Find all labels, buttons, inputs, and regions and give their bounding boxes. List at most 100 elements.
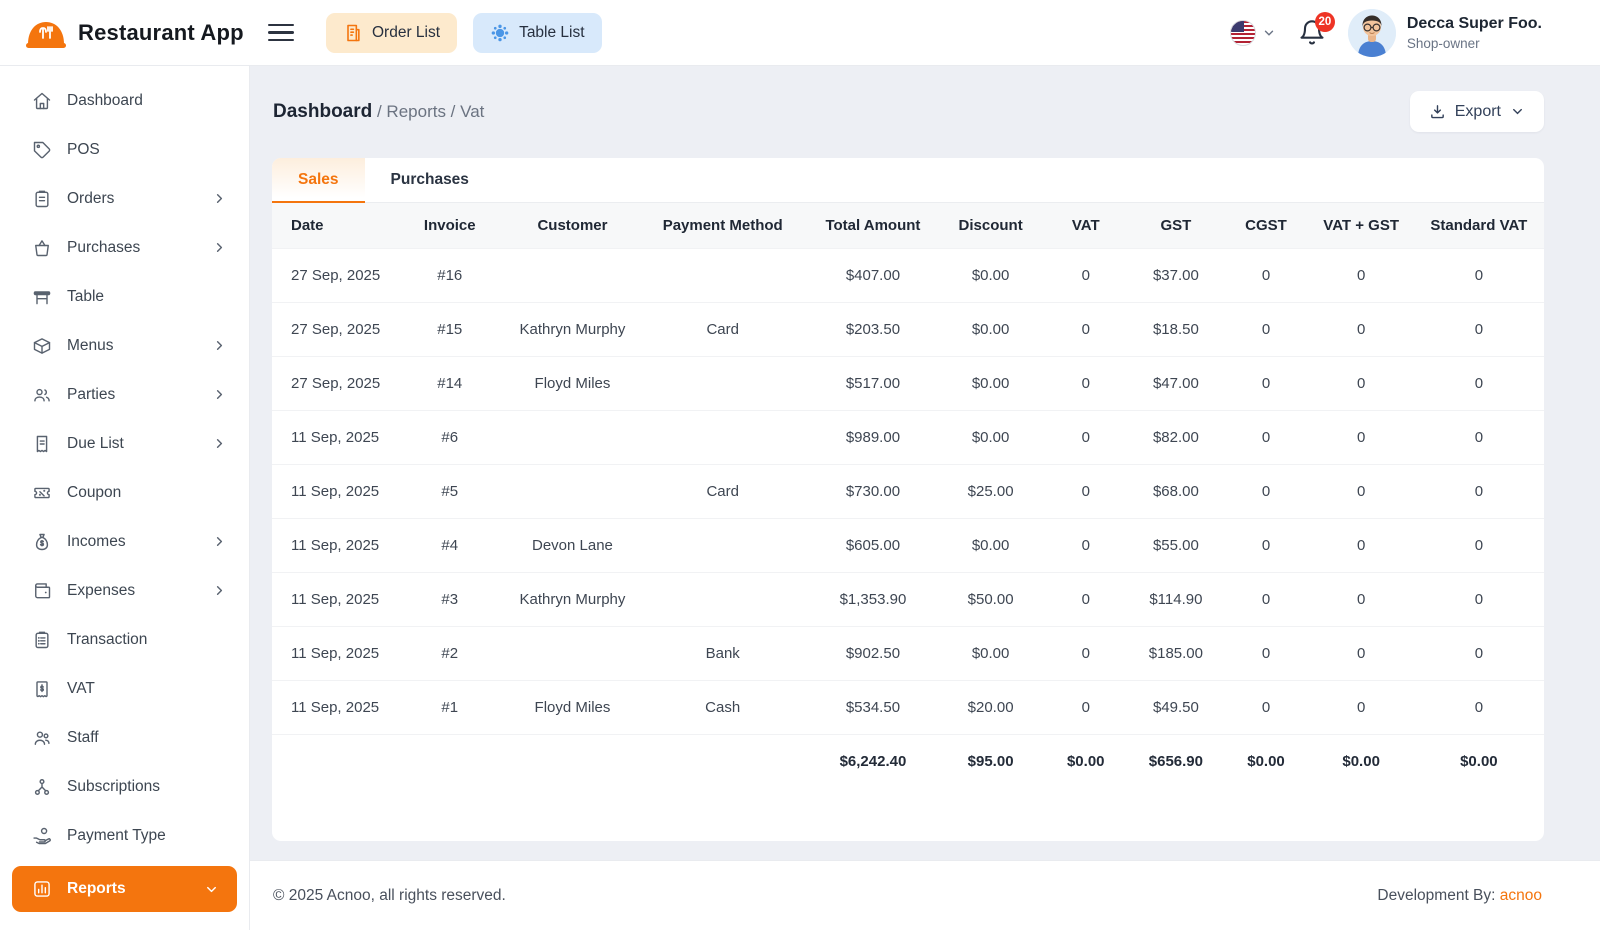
clipboard-list-icon — [32, 630, 52, 650]
sidebar-item-purchases[interactable]: Purchases — [0, 223, 249, 272]
table-row: 11 Sep, 2025 #6 $989.00 $0.00 0 $82.00 0 0 0 — [272, 409, 1544, 464]
column-header: CGST — [1223, 203, 1309, 248]
sidebar-item-parties[interactable]: Parties — [0, 370, 249, 419]
tab-purchases[interactable]: Purchases — [390, 171, 469, 188]
bell-icon — [1300, 19, 1324, 44]
table-cell: #16 — [392, 247, 508, 302]
basket-icon — [32, 238, 52, 258]
table-icon — [32, 287, 52, 307]
table-cell: Kathryn Murphy — [507, 301, 638, 356]
sidebar-item-label: Payment Type — [67, 826, 166, 844]
breadcrumb-reports[interactable]: Reports — [386, 101, 446, 121]
users-icon — [32, 385, 52, 405]
receipt-dollar-icon — [32, 679, 52, 699]
column-header: Customer — [507, 203, 638, 248]
sidebar-toggle-icon[interactable] — [268, 21, 298, 45]
table-cell: 0 — [1413, 517, 1544, 572]
report-tabs: Sales Purchases — [272, 158, 1544, 203]
table-cell: $185.00 — [1128, 625, 1224, 680]
table-cell: $0.00 — [938, 409, 1044, 464]
table-row: 27 Sep, 2025 #16 $407.00 $0.00 0 $37.00 0 0 0 — [272, 247, 1544, 302]
table-cell: 0 — [1413, 247, 1544, 302]
breadcrumb-dashboard[interactable]: Dashboard — [273, 100, 373, 122]
sidebar-item-orders[interactable]: Orders — [0, 174, 249, 223]
table-cell: 0 — [1308, 571, 1414, 626]
notifications-button[interactable]: 20 — [1298, 11, 1335, 47]
chevron-right-icon — [212, 583, 227, 598]
sidebar-item-label: Expenses — [67, 581, 136, 599]
table-cell: 0 — [1413, 679, 1544, 734]
notification-count-badge: 20 — [1314, 11, 1335, 32]
chevron-down-icon — [1264, 30, 1274, 36]
table-cell: Kathryn Murphy — [507, 571, 638, 626]
export-button[interactable]: Export — [1409, 91, 1544, 132]
sidebar-item-label: Menus — [67, 336, 114, 354]
table-totals-row: $6,242.40 $95.00 $0.00 $656.90 $0.00 $0.00 $0.… — [272, 733, 1544, 788]
table-cell: #4 — [392, 517, 508, 572]
table-cell: #14 — [392, 355, 508, 410]
table-cell: $1,353.90 — [807, 571, 939, 626]
sidebar-item-menus[interactable]: Menus — [0, 321, 249, 370]
sidebar-item-dashboard[interactable]: Dashboard — [0, 76, 249, 125]
table-row: 11 Sep, 2025 #5 Card $730.00 $25.00 0 $68.00 0 0… — [272, 463, 1544, 518]
home-icon — [32, 91, 52, 111]
sidebar-item-incomes[interactable]: Incomes — [0, 517, 249, 566]
sidebar-item-payment-type[interactable]: Payment Type — [0, 811, 249, 860]
table-cell: 0 — [1308, 301, 1414, 356]
table-cell: 0 — [1413, 409, 1544, 464]
column-header: Date — [272, 203, 393, 248]
table-cell: $534.50 — [807, 679, 939, 734]
sidebar-item-label: POS — [67, 140, 100, 158]
table-cell: $82.00 — [1128, 409, 1224, 464]
app-logo[interactable]: Restaurant App — [0, 16, 250, 50]
wallet-icon — [32, 581, 52, 601]
sidebar-item-coupon[interactable]: Coupon — [0, 468, 249, 517]
sidebar-item-expenses[interactable]: Expenses — [0, 566, 249, 615]
sidebar-item-label: Purchases — [67, 238, 141, 256]
column-header: GST — [1128, 203, 1224, 248]
user-role: Shop-owner — [1406, 35, 1480, 51]
avatar — [1347, 8, 1396, 57]
table-cell: #2 — [392, 625, 508, 680]
sidebar-item-label: VAT — [67, 679, 95, 697]
table-cell: 0 — [1223, 301, 1309, 356]
table-cell: 0 — [1223, 463, 1309, 518]
sidebar-item-due-list[interactable]: Due List — [0, 419, 249, 468]
sidebar-item-label: Reports — [67, 880, 126, 897]
table-cell — [637, 409, 808, 464]
sidebar-item-vat[interactable]: VAT — [0, 664, 249, 713]
acnoo-link[interactable]: acnoo — [1499, 886, 1542, 904]
table-cell: 0 — [1308, 625, 1414, 680]
table-cell: $20.00 — [938, 679, 1044, 734]
user-name: Decca Super Foo. — [1406, 14, 1542, 32]
sidebar-item-label: Transaction — [67, 630, 148, 648]
table-row: 11 Sep, 2025 #1 Floyd Miles Cash $534.50 $20.… — [272, 679, 1544, 734]
table-cell: 0 — [1043, 355, 1129, 410]
order-list-button[interactable]: Order List — [326, 12, 458, 53]
totals-cell: $6,242.40 — [807, 733, 939, 788]
sidebar-item-transaction[interactable]: Transaction — [0, 615, 249, 664]
clipboard-icon — [32, 189, 52, 209]
language-selector[interactable] — [1229, 19, 1276, 46]
table-cell: $407.00 — [807, 247, 939, 302]
sidebar-item-pos[interactable]: POS — [0, 125, 249, 174]
table-cell: 0 — [1413, 625, 1544, 680]
column-header: VAT — [1043, 203, 1129, 248]
table-cell: 0 — [1413, 463, 1544, 518]
table-cell — [507, 463, 638, 518]
table-cell: 0 — [1043, 247, 1129, 302]
table-cell — [637, 571, 808, 626]
table-list-button[interactable]: Table List — [473, 12, 602, 53]
breadcrumb-vat: Vat — [460, 101, 485, 121]
sidebar-item-reports[interactable]: Reports — [12, 866, 237, 912]
table-cell: 11 Sep, 2025 — [272, 679, 393, 734]
user-menu[interactable]: Decca Super Foo. Shop-owner — [1347, 8, 1542, 57]
sidebar-item-subscriptions[interactable]: Subscriptions — [0, 762, 249, 811]
table-cell: $605.00 — [807, 517, 939, 572]
breadcrumb: Dashboard / Reports / Vat — [273, 100, 485, 122]
report-card: Sales Purchases Date Invoice Customer Paymen… — [272, 158, 1544, 841]
sidebar-item-staff[interactable]: Staff — [0, 713, 249, 762]
sidebar-item-table[interactable]: Table — [0, 272, 249, 321]
tab-sales[interactable]: Sales — [272, 158, 365, 203]
table-cell: $902.50 — [807, 625, 939, 680]
